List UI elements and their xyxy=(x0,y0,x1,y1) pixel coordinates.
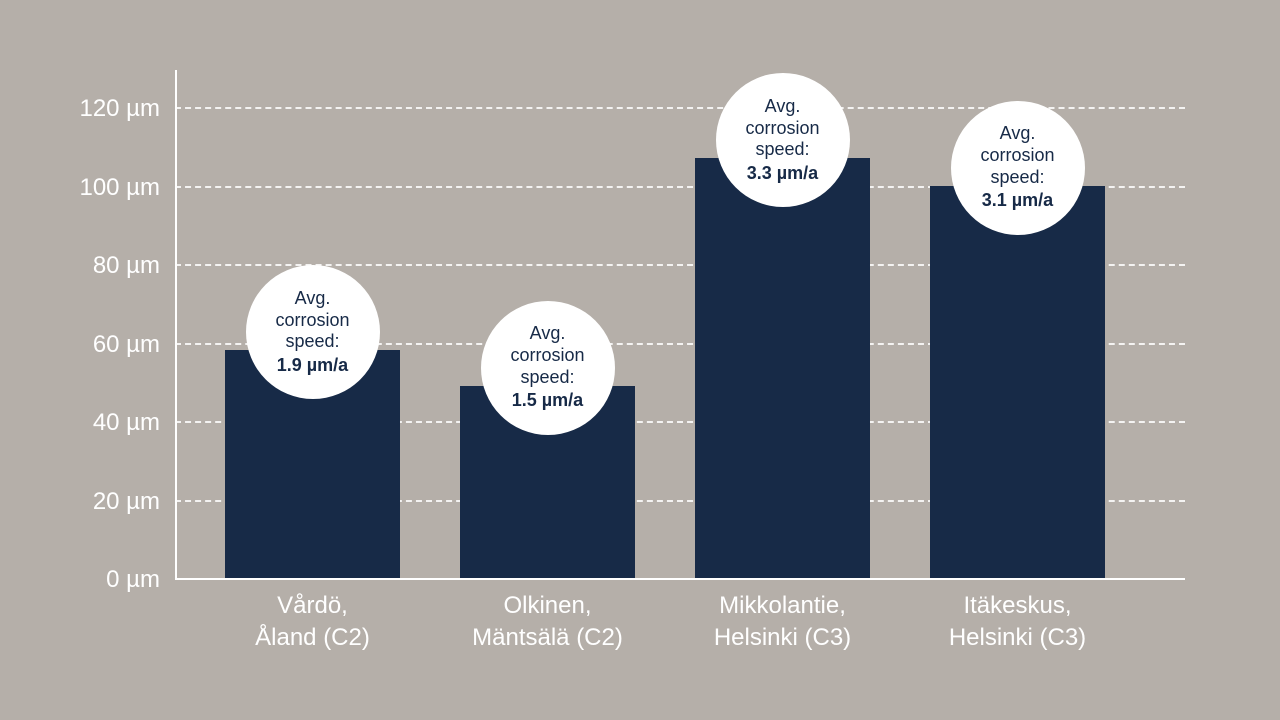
bar xyxy=(930,186,1105,578)
x-tick-label: Vårdö,Åland (C2) xyxy=(193,590,433,655)
bubble-label: Avg. xyxy=(295,288,331,310)
y-tick-label: 20 µm xyxy=(93,488,160,516)
bubble-label: corrosion xyxy=(275,310,349,332)
bubble-label: corrosion xyxy=(510,345,584,367)
bubble-label: speed: xyxy=(285,331,339,353)
y-tick-label: 120 µm xyxy=(79,95,160,123)
corrosion-bar-chart: 0 µm20 µm40 µm60 µm80 µm100 µm120 µmAvg.… xyxy=(175,70,1185,580)
bubble-label: corrosion xyxy=(980,145,1054,167)
bubble-label: Avg. xyxy=(1000,123,1036,145)
y-tick-label: 100 µm xyxy=(79,174,160,202)
x-tick-label: Olkinen,Mäntsälä (C2) xyxy=(428,590,668,655)
bubble-label: speed: xyxy=(755,139,809,161)
bubble-value: 1.5 µm/a xyxy=(512,390,583,412)
bubble-label: speed: xyxy=(990,167,1044,189)
bubble-value: 1.9 µm/a xyxy=(277,355,348,377)
corrosion-speed-bubble: Avg.corrosionspeed:3.1 µm/a xyxy=(951,101,1085,235)
y-tick-label: 0 µm xyxy=(106,566,160,594)
y-tick-label: 40 µm xyxy=(93,409,160,437)
corrosion-speed-bubble: Avg.corrosionspeed:1.9 µm/a xyxy=(246,265,380,399)
y-tick-label: 80 µm xyxy=(93,252,160,280)
x-tick-label: Itäkeskus,Helsinki (C3) xyxy=(898,590,1138,655)
corrosion-speed-bubble: Avg.corrosionspeed:3.3 µm/a xyxy=(716,73,850,207)
y-tick-label: 60 µm xyxy=(93,331,160,359)
bubble-label: Avg. xyxy=(530,323,566,345)
y-axis xyxy=(175,70,177,580)
bubble-value: 3.3 µm/a xyxy=(747,163,818,185)
bar xyxy=(695,158,870,578)
bubble-label: speed: xyxy=(520,367,574,389)
bubble-label: corrosion xyxy=(745,118,819,140)
x-tick-label: Mikkolantie,Helsinki (C3) xyxy=(663,590,903,655)
x-axis xyxy=(175,578,1185,580)
bubble-label: Avg. xyxy=(765,96,801,118)
bubble-value: 3.1 µm/a xyxy=(982,190,1053,212)
corrosion-speed-bubble: Avg.corrosionspeed:1.5 µm/a xyxy=(481,301,615,435)
